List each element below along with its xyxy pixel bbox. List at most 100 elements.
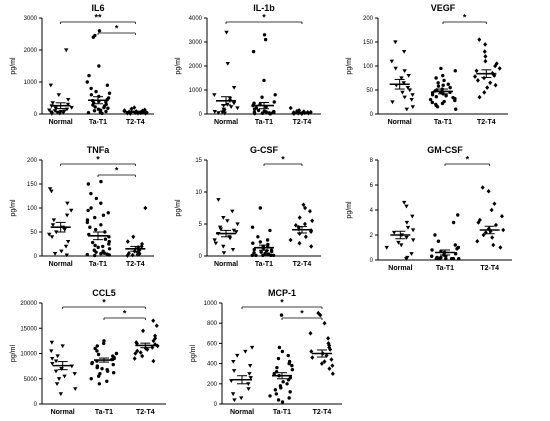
data-point <box>92 109 97 113</box>
data-point <box>247 372 252 376</box>
y-tick-label: 150 <box>27 182 38 188</box>
data-point <box>389 59 395 64</box>
data-point <box>48 83 54 88</box>
y-axis-label: pg/ml <box>346 57 353 75</box>
data-point <box>404 204 409 209</box>
significance-label: * <box>123 309 127 319</box>
data-point <box>93 346 97 351</box>
x-category-label: T2-T4 <box>477 119 496 126</box>
x-category-label: Ta-T1 <box>95 409 113 416</box>
data-point <box>107 253 112 257</box>
data-point <box>486 188 491 194</box>
data-point <box>228 105 234 109</box>
data-point <box>263 37 268 42</box>
data-point <box>436 84 441 88</box>
data-point <box>235 222 240 227</box>
data-point <box>451 257 455 261</box>
y-axis-label: pg/ml <box>10 57 17 75</box>
data-point <box>221 109 227 114</box>
data-point <box>220 110 225 115</box>
data-point <box>50 101 55 105</box>
panel-title: TNFa <box>87 145 110 155</box>
y-tick-label: 8 <box>370 158 374 164</box>
data-point <box>287 396 291 400</box>
data-point <box>262 33 267 37</box>
data-point <box>52 109 58 113</box>
data-point <box>73 387 78 392</box>
x-category-label: Ta-T1 <box>89 119 107 126</box>
data-point <box>268 228 272 233</box>
data-point <box>250 225 255 229</box>
data-point <box>135 348 140 354</box>
y-tick-label: 0 <box>199 254 203 260</box>
data-point <box>279 313 284 317</box>
data-point <box>132 356 137 361</box>
data-point <box>256 108 261 113</box>
data-point <box>262 78 266 83</box>
data-point <box>434 76 438 80</box>
data-point <box>477 94 482 100</box>
data-point <box>436 81 440 85</box>
data-point <box>401 50 407 54</box>
data-point <box>49 112 55 116</box>
data-point <box>384 245 389 250</box>
data-point <box>290 363 294 368</box>
data-point <box>47 232 52 237</box>
data-point <box>222 111 227 116</box>
significance-label: * <box>281 155 285 165</box>
data-point <box>249 345 255 350</box>
data-point <box>483 58 488 64</box>
data-point <box>155 343 160 349</box>
data-point <box>97 382 102 386</box>
data-point <box>104 109 108 114</box>
data-point <box>93 227 98 232</box>
data-point <box>151 318 156 323</box>
data-point <box>235 106 240 111</box>
data-point <box>251 49 256 54</box>
data-point <box>285 382 289 386</box>
data-point <box>99 179 103 184</box>
y-tick-label: 10000 <box>20 352 37 358</box>
data-point <box>65 201 70 206</box>
x-category-label: Normal <box>388 119 412 126</box>
data-point <box>480 185 485 190</box>
data-point <box>213 241 219 246</box>
panel-title: MCP-1 <box>268 288 296 298</box>
data-point <box>277 345 282 350</box>
x-category-label: T2-T4 <box>480 265 499 272</box>
data-point <box>243 349 248 354</box>
data-point <box>444 257 448 261</box>
data-point <box>89 93 94 97</box>
data-point <box>63 244 69 249</box>
data-point <box>212 238 217 243</box>
data-point <box>430 248 434 252</box>
data-point <box>481 232 486 238</box>
data-point <box>405 86 411 90</box>
data-point <box>72 372 77 376</box>
x-category-label: Normal <box>51 409 75 416</box>
data-point <box>428 97 433 102</box>
y-tick-label: 0 <box>199 112 203 118</box>
data-point <box>489 207 494 213</box>
x-category-label: T2-T4 <box>313 409 332 416</box>
data-point <box>69 208 74 213</box>
data-point <box>86 111 91 115</box>
data-point <box>409 252 414 256</box>
data-point <box>246 382 251 386</box>
data-point <box>324 353 329 358</box>
data-point <box>455 247 459 251</box>
data-point <box>65 98 71 102</box>
significance-label: * <box>300 309 304 319</box>
y-axis-label: pg/ml <box>10 199 17 217</box>
data-point <box>272 100 276 104</box>
data-point <box>94 89 98 94</box>
data-point <box>297 215 302 220</box>
data-point <box>308 331 313 336</box>
data-point <box>102 339 106 343</box>
data-point <box>302 221 307 227</box>
data-point <box>62 228 67 232</box>
data-point <box>95 344 99 348</box>
data-point <box>235 353 240 358</box>
y-tick-label: 800 <box>207 321 218 327</box>
y-tick-label: 0 <box>34 402 38 408</box>
